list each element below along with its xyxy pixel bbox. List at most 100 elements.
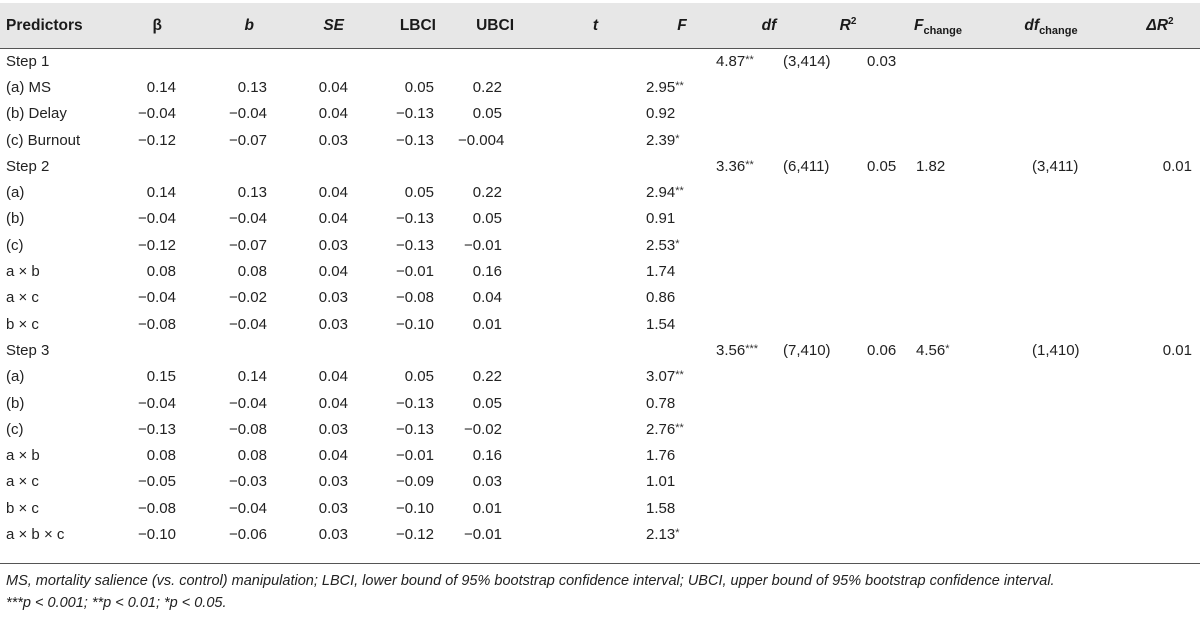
cell-b-value: −0.06	[229, 525, 267, 543]
cell-t: 1.74	[556, 258, 675, 284]
cell-b-value: 0.13	[237, 78, 267, 96]
cell-r2: 0.03	[812, 48, 896, 74]
cell-b	[200, 48, 300, 74]
cell-t-value: 1.74	[646, 263, 676, 281]
table-note: MS, mortality salience (vs. control) man…	[6, 570, 1196, 614]
cell-r2	[812, 74, 884, 100]
table-row: (a) 0.14 0.13 0.04 0.05 0.22 2.94**	[0, 179, 1200, 205]
cell-beta-value: 0.14	[146, 184, 176, 202]
cell-predictor: a × c	[0, 469, 100, 495]
cell-t: 1.54	[556, 311, 675, 337]
cell-lbci	[372, 153, 458, 179]
cell-F-significance: ***	[745, 342, 759, 355]
cell-f-change	[884, 285, 992, 311]
cell-t-value: 0.78	[646, 394, 676, 412]
cell-predictor: Step 1	[0, 48, 100, 74]
header-df: df	[726, 3, 812, 48]
cell-r2	[812, 469, 884, 495]
cell-predictor-value: (a) MS	[6, 78, 51, 96]
cell-r2	[812, 258, 884, 284]
cell-df	[726, 390, 812, 416]
cell-delta-r2	[1110, 127, 1200, 153]
cell-ubci: 0.04	[458, 285, 556, 311]
cell-beta	[100, 153, 200, 179]
cell-df: (7,410)	[726, 337, 831, 363]
cell-se-value: 0.03	[318, 315, 348, 333]
header-r2-sup: 2	[850, 15, 857, 27]
cell-ubci	[458, 337, 556, 363]
cell-lbci-value: −0.12	[396, 525, 434, 543]
cell-df	[726, 258, 812, 284]
header-f-change: Fchange	[884, 3, 992, 48]
cell-t-value: 2.39	[646, 131, 676, 149]
cell-predictor: (a)	[0, 364, 100, 390]
cell-beta-value: 0.08	[146, 447, 176, 465]
cell-ubci	[458, 48, 556, 74]
cell-b: −0.04	[200, 206, 300, 232]
header-df-change-sub: change	[1039, 24, 1078, 37]
table-row: (b) Delay −0.04 −0.04 0.04 −0.13 0.05 0.92	[0, 101, 1200, 127]
cell-lbci	[372, 337, 458, 363]
cell-ubci-value: −0.02	[464, 420, 502, 438]
cell-b: −0.03	[200, 469, 300, 495]
cell-se: 0.04	[300, 364, 372, 390]
cell-df	[726, 442, 812, 468]
header-b-text: b	[244, 16, 254, 34]
cell-r2	[812, 206, 884, 232]
cell-beta: −0.08	[100, 495, 200, 521]
cell-ubci: 0.22	[458, 179, 556, 205]
cell-df-change	[992, 127, 1110, 153]
cell-r2: 0.05	[812, 153, 896, 179]
cell-lbci: −0.13	[372, 206, 458, 232]
cell-delta-r2	[1110, 416, 1200, 442]
cell-f-change	[884, 48, 992, 74]
cell-predictor: a × b	[0, 258, 100, 284]
cell-r2	[812, 495, 884, 521]
cell-ubci: −0.02	[458, 416, 556, 442]
cell-df	[726, 179, 812, 205]
cell-b: −0.07	[200, 127, 300, 153]
cell-delta-r2-value: 0.01	[1162, 157, 1192, 175]
cell-f-change	[884, 311, 992, 337]
cell-beta-value: −0.04	[138, 394, 176, 412]
cell-r2	[812, 311, 884, 337]
cell-df-change	[992, 469, 1110, 495]
cell-b-value: −0.04	[229, 315, 267, 333]
cell-b: 0.13	[200, 74, 300, 100]
cell-t-value: 1.58	[646, 499, 676, 517]
cell-F-value: 3.36	[716, 157, 746, 175]
cell-se-value: 0.04	[318, 263, 348, 281]
cell-ubci-value: 0.03	[472, 473, 502, 491]
cell-b-value: −0.07	[229, 236, 267, 254]
cell-lbci: −0.01	[372, 442, 458, 468]
cell-se: 0.03	[300, 285, 372, 311]
cell-ubci-value: 0.05	[472, 105, 502, 123]
cell-predictor-value: a × b × c	[6, 525, 65, 543]
cell-ubci-value: 0.05	[472, 394, 502, 412]
header-r2-text: R	[839, 16, 851, 34]
cell-df	[726, 206, 812, 232]
cell-beta: −0.04	[100, 206, 200, 232]
cell-ubci-value: 0.01	[472, 499, 502, 517]
cell-se: 0.04	[300, 258, 372, 284]
cell-r2	[812, 179, 884, 205]
cell-se: 0.04	[300, 390, 372, 416]
cell-f-change	[884, 127, 992, 153]
cell-df-change	[992, 232, 1110, 258]
cell-delta-r2	[1110, 101, 1200, 127]
cell-df-change: (1,410)	[992, 337, 1110, 363]
cell-df-change	[992, 206, 1110, 232]
cell-predictor-value: (a)	[6, 184, 25, 202]
cell-b	[200, 153, 300, 179]
cell-t: 2.76**	[556, 416, 684, 442]
cell-b: 0.08	[200, 258, 300, 284]
cell-f-change	[884, 521, 992, 547]
cell-t: 2.39*	[556, 127, 679, 153]
cell-b-value: −0.04	[229, 499, 267, 517]
cell-ubci-value: −0.01	[464, 525, 502, 543]
cell-ubci: 0.05	[458, 206, 556, 232]
cell-df-value: (6,411)	[783, 157, 830, 175]
cell-se	[300, 337, 372, 363]
cell-df-change-value: (1,410)	[1032, 341, 1080, 359]
cell-ubci: 0.16	[458, 442, 556, 468]
